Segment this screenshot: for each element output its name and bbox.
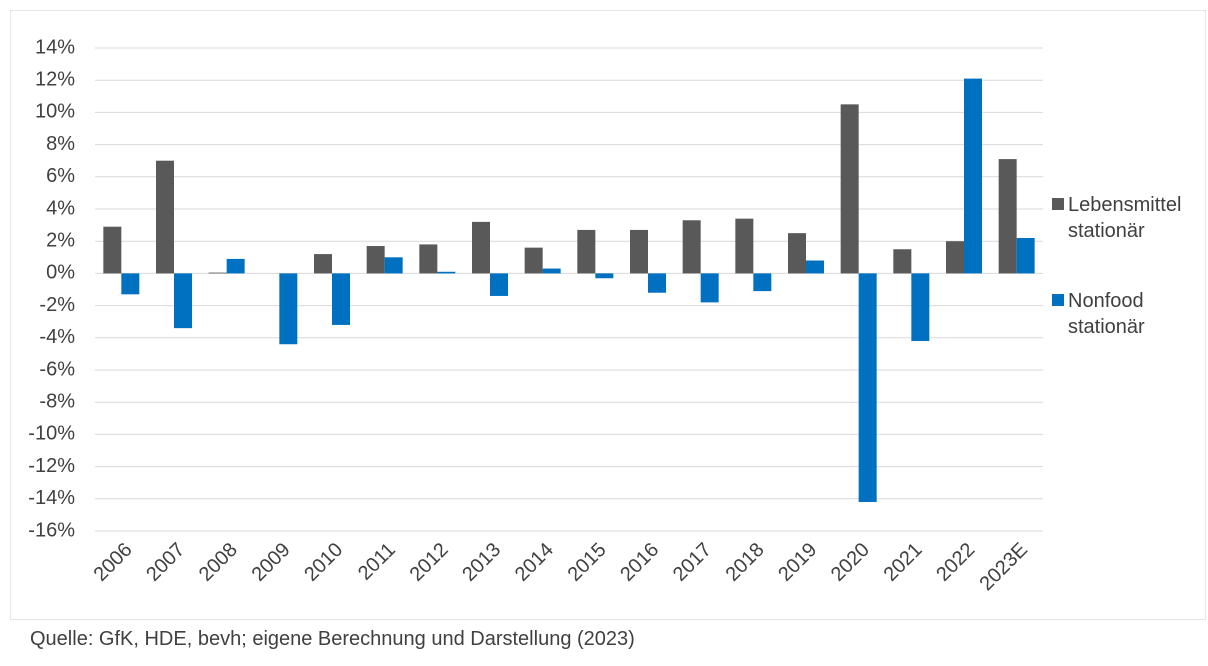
bar [490, 273, 508, 296]
x-tick-label: 2014 [511, 539, 558, 586]
bar [630, 229, 648, 274]
x-tick-label: 2022 [932, 539, 979, 586]
x-tick-label: 2021 [880, 539, 927, 586]
bar [577, 229, 596, 274]
bar [332, 273, 350, 325]
bar [893, 249, 912, 274]
y-tick-label: -14% [28, 487, 75, 509]
y-tick-label: -10% [28, 423, 75, 445]
legend-swatch [1052, 294, 1064, 306]
bar [524, 247, 543, 274]
x-tick-label: 2023E [975, 539, 1031, 595]
x-tick-label: 2017 [669, 539, 716, 586]
bar [384, 257, 403, 274]
y-tick-label: 8% [46, 133, 75, 155]
y-tick-label: -8% [39, 390, 75, 412]
bar [858, 273, 877, 503]
x-tick-label: 2016 [616, 539, 663, 586]
x-tick-label: 2020 [827, 539, 874, 586]
x-tick-label: 2007 [142, 539, 189, 586]
source-note: Quelle: GfK, HDE, bevh; eigene Berechnun… [30, 628, 635, 650]
bar [946, 241, 964, 274]
x-tick-label: 2013 [458, 539, 505, 586]
y-tick-label: -6% [39, 358, 75, 380]
bar [911, 273, 930, 342]
bar [208, 272, 227, 274]
y-tick-label: -12% [28, 455, 75, 477]
y-tick-label: -2% [39, 294, 75, 316]
bar [735, 218, 754, 274]
bar [806, 260, 824, 274]
y-tick-label: 2% [46, 229, 75, 251]
bar [998, 159, 1017, 274]
bar [419, 244, 438, 274]
bar [472, 221, 490, 274]
x-tick-label: 2012 [406, 539, 453, 586]
bar [1016, 237, 1035, 274]
x-tick-label: 2009 [248, 539, 295, 586]
bar [595, 273, 614, 279]
bar [840, 104, 859, 274]
y-tick-label: 12% [35, 68, 75, 90]
x-tick-label: 2018 [722, 539, 769, 586]
bar [437, 271, 456, 274]
x-tick-label: 2006 [90, 539, 137, 586]
x-tick-label: 2011 [354, 539, 400, 585]
x-tick-label: 2008 [195, 539, 242, 586]
legend-item: Lebensmittel stationär [1052, 192, 1208, 244]
bar [542, 268, 561, 274]
y-tick-label: -4% [39, 326, 75, 348]
bar [682, 220, 701, 274]
x-tick-label: 2019 [774, 539, 821, 586]
chart: 14% 12% 10% 8% 6% 4% 2% 0% -2% -4% -6% -8% -10% -12% -… [28, 36, 1043, 595]
bar [788, 233, 806, 274]
bar [648, 273, 666, 293]
bar [174, 273, 192, 329]
y-tick-label: 6% [46, 165, 75, 187]
y-tick-label: 14% [35, 36, 75, 58]
legend-label: Lebensmittel stationär [1068, 194, 1182, 242]
x-tick-label: 2010 [300, 539, 347, 586]
y-tick-label: 0% [46, 262, 75, 284]
bar [314, 254, 332, 274]
bar [753, 273, 772, 292]
chart-frame [10, 10, 1206, 620]
legend-item: Nonfood stationär [1052, 288, 1208, 340]
bar [366, 246, 385, 274]
bar [279, 273, 298, 345]
legend-label: Nonfood stationär [1068, 290, 1145, 338]
bar [156, 160, 174, 274]
y-tick-label: -16% [28, 519, 75, 541]
bar [121, 273, 140, 295]
bar [700, 273, 719, 303]
y-tick-label: 4% [46, 197, 75, 219]
bar [964, 78, 982, 274]
x-tick-label: 2015 [564, 539, 611, 586]
bar [103, 226, 122, 274]
legend-swatch [1052, 198, 1064, 210]
bar [226, 258, 245, 274]
y-tick-label: 10% [35, 101, 75, 123]
